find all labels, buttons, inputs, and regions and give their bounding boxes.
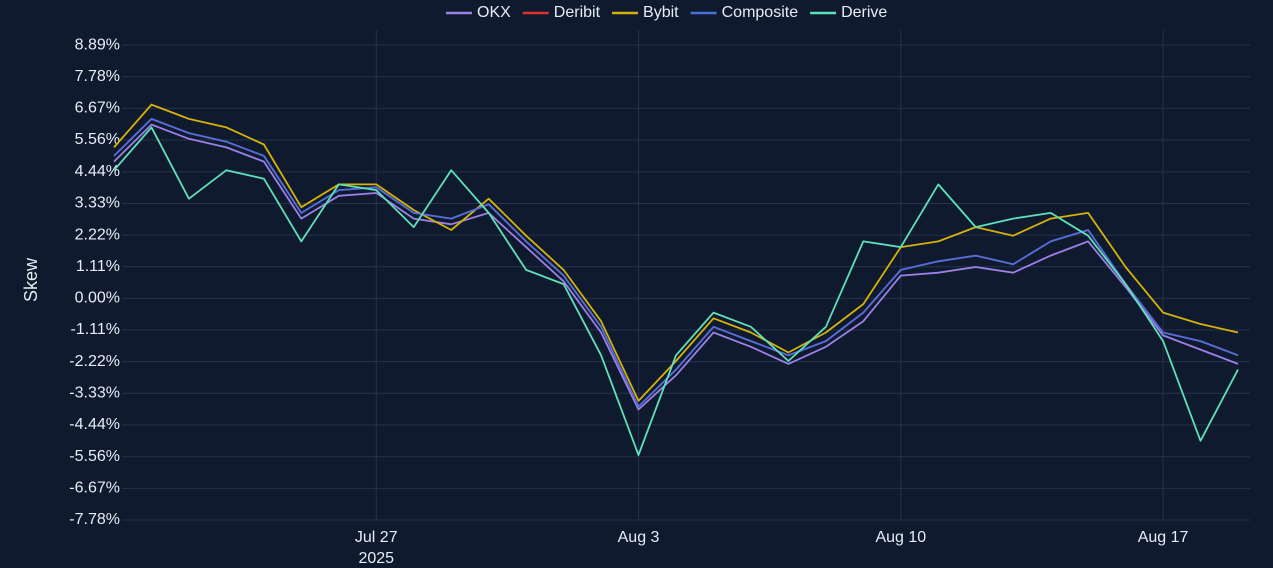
series-line	[113, 123, 1239, 411]
legend-item: Deribit	[522, 4, 601, 21]
y-tick-label: 2.22%	[75, 226, 120, 243]
y-tick-label: 0.00%	[75, 290, 120, 307]
legend-label: OKX	[477, 4, 511, 21]
y-tick-label: 7.78%	[75, 68, 120, 85]
x-tick-label: Aug 10	[875, 529, 927, 546]
y-tick-label: 3.33%	[75, 195, 120, 212]
y-tick-label: -6.67%	[69, 480, 120, 497]
legend-label: Composite	[722, 4, 799, 21]
y-tick-label: -1.11%	[70, 321, 120, 338]
legend-label: Deribit	[554, 4, 601, 21]
series-line	[113, 118, 1239, 408]
x-tick-label: Jul 27 2025	[354, 529, 398, 567]
x-tick-label: Aug 17	[1137, 529, 1189, 546]
series-line	[113, 118, 1239, 408]
y-tick-label: -4.44%	[69, 416, 120, 433]
legend-item: Derive	[810, 4, 887, 21]
y-tick-label: -7.78%	[69, 511, 120, 528]
y-tick-label: 5.56%	[75, 131, 120, 148]
y-tick-label: 6.67%	[75, 100, 120, 117]
y-tick-label: 8.89%	[75, 36, 120, 53]
legend-label: Derive	[841, 4, 887, 21]
x-tick-label: Aug 3	[617, 529, 660, 546]
legend-label: Bybit	[643, 4, 679, 21]
y-tick-label: -5.56%	[69, 448, 120, 465]
y-tick-label: -2.22%	[69, 353, 120, 370]
legend-item: Composite	[690, 4, 799, 21]
y-tick-label: -3.33%	[69, 384, 120, 401]
y-axis-title: Skew	[21, 257, 41, 302]
y-tick-label: 1.11%	[76, 258, 120, 275]
legend-item: Bybit	[612, 4, 679, 21]
series-line	[113, 103, 1239, 402]
y-tick-label: 4.44%	[75, 163, 120, 180]
series-line	[113, 126, 1239, 456]
legend-item: OKX	[446, 4, 511, 21]
